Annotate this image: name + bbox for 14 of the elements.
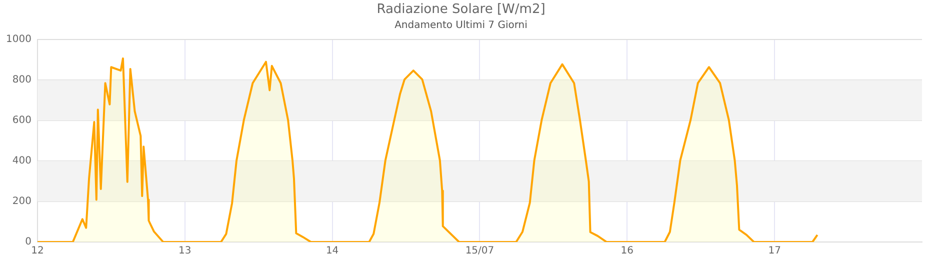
y-tick-label: 600 bbox=[12, 115, 32, 126]
y-tick-label: 0 bbox=[25, 236, 32, 248]
y-tick-label: 200 bbox=[12, 196, 32, 208]
x-tick-label: 15/07 bbox=[465, 246, 494, 257]
y-tick-label: 400 bbox=[12, 156, 32, 167]
chart-title: Radiazione Solare [W/m2] bbox=[376, 2, 546, 18]
x-tick-label: 13 bbox=[178, 246, 192, 257]
x-tick-label: 14 bbox=[326, 246, 339, 257]
x-tick-label: 16 bbox=[620, 246, 634, 257]
x-tick-label: 17 bbox=[768, 246, 781, 257]
y-tick-label: 1000 bbox=[6, 34, 32, 46]
chart-subtitle: Andamento Ultimi 7 Giorni bbox=[394, 20, 528, 32]
x-tick-label: 12 bbox=[31, 246, 44, 257]
y-tick-label: 800 bbox=[12, 74, 32, 86]
